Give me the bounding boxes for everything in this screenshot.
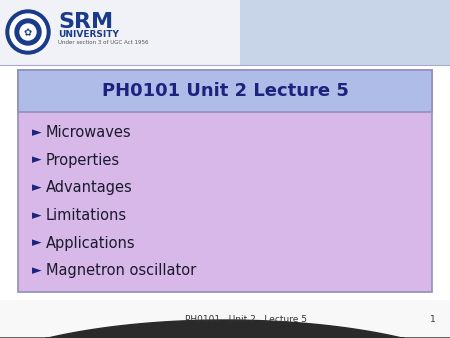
Text: Magnetron oscillator: Magnetron oscillator: [46, 263, 196, 278]
Text: SRM: SRM: [58, 12, 113, 32]
Text: PH0101   Unit 2   Lecture 5: PH0101 Unit 2 Lecture 5: [185, 315, 307, 324]
Text: 1: 1: [430, 315, 436, 324]
FancyBboxPatch shape: [18, 70, 432, 112]
Text: UNIVERSITY: UNIVERSITY: [58, 30, 119, 39]
Circle shape: [20, 24, 36, 40]
FancyBboxPatch shape: [240, 0, 450, 65]
FancyBboxPatch shape: [0, 300, 450, 338]
Text: ✿: ✿: [24, 28, 32, 38]
Text: Properties: Properties: [46, 153, 120, 168]
Text: Limitations: Limitations: [46, 208, 127, 223]
Text: Under section 3 of UGC Act 1956: Under section 3 of UGC Act 1956: [58, 40, 148, 45]
Text: ►: ►: [32, 153, 41, 167]
Text: ►: ►: [32, 237, 41, 250]
Text: ►: ►: [32, 181, 41, 194]
Circle shape: [6, 10, 50, 54]
Text: ►: ►: [32, 264, 41, 277]
Text: Microwaves: Microwaves: [46, 125, 131, 140]
Circle shape: [10, 14, 46, 50]
Text: Advantages: Advantages: [46, 180, 133, 195]
Text: ►: ►: [32, 209, 41, 222]
Text: PH0101 Unit 2 Lecture 5: PH0101 Unit 2 Lecture 5: [102, 82, 348, 100]
Circle shape: [15, 19, 41, 45]
Text: Applications: Applications: [46, 236, 135, 250]
FancyBboxPatch shape: [18, 70, 432, 292]
FancyBboxPatch shape: [0, 0, 240, 65]
Text: ►: ►: [32, 126, 41, 139]
